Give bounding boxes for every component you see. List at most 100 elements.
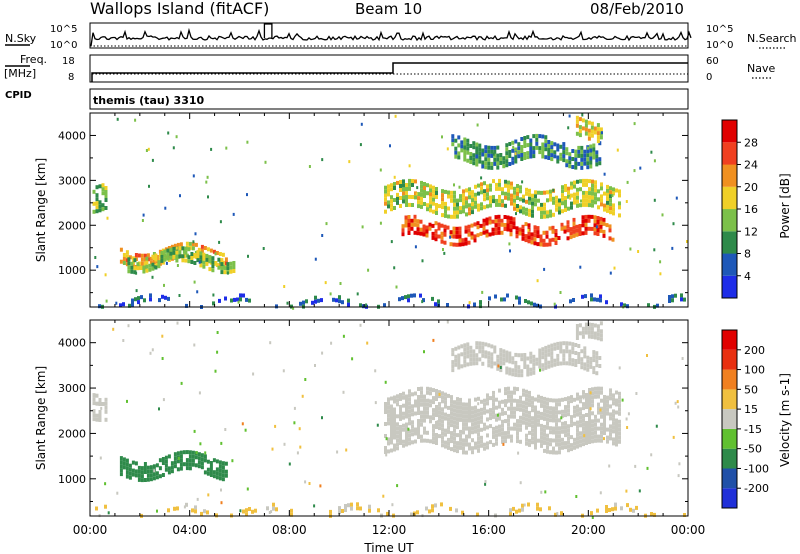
echo-cell <box>98 208 102 213</box>
echo-cell <box>197 460 201 465</box>
echo-cell <box>585 198 588 203</box>
echo-scatter <box>416 186 419 190</box>
echo-cell <box>499 368 503 373</box>
echo-scatter <box>207 195 209 199</box>
echo-cell <box>405 410 408 415</box>
echo-cell <box>573 196 576 201</box>
echo-cell <box>437 234 441 239</box>
echo-cell <box>674 293 677 298</box>
echo-cell <box>441 411 444 416</box>
echo-cell <box>456 206 459 211</box>
echo-cell <box>468 195 471 200</box>
echo-cell <box>553 150 557 155</box>
echo-cell <box>125 262 129 267</box>
echo-cell <box>444 404 447 409</box>
echo-cell <box>543 190 546 195</box>
echo-cell <box>119 472 123 477</box>
echo-cell <box>455 234 459 239</box>
echo-cell <box>466 362 470 367</box>
echo-cell <box>396 442 399 447</box>
echo-cell <box>509 228 513 233</box>
echo-cell <box>510 406 513 411</box>
echo-cell <box>435 195 438 199</box>
echo-cell <box>550 351 554 356</box>
echo-cell <box>500 297 503 302</box>
echo-cell <box>572 221 576 226</box>
echo-cell <box>586 363 590 368</box>
echo-cell <box>158 458 162 463</box>
echo-cell <box>558 434 561 439</box>
echo-cell <box>572 298 575 302</box>
echo-cell <box>101 187 105 192</box>
echo-cell <box>552 426 555 431</box>
echo-cell <box>191 508 194 513</box>
echo-cell <box>606 208 609 213</box>
echo-cell <box>390 424 393 429</box>
echo-cell <box>193 253 197 257</box>
echo-cell <box>534 421 537 426</box>
echo-cell <box>537 438 540 443</box>
nsearch-tick-top: 10^5 <box>706 24 733 35</box>
echo-cell <box>609 388 612 393</box>
echo-cell <box>516 184 519 188</box>
echo-cell <box>441 205 444 210</box>
echo-cell <box>546 441 549 446</box>
echo-scatter <box>627 412 630 416</box>
echo-cell <box>534 198 537 203</box>
echo-cell <box>455 508 458 513</box>
echo-cell <box>565 341 569 346</box>
echo-cell <box>573 184 576 189</box>
echo-cell <box>414 427 417 432</box>
echo-cell <box>92 189 96 194</box>
echo-cell <box>469 160 473 164</box>
echo-cell <box>429 188 432 193</box>
echo-cell <box>477 440 480 445</box>
echo-cell <box>468 446 471 451</box>
echo-cell <box>471 426 474 431</box>
echo-cell <box>603 431 606 435</box>
echo-cell <box>561 397 564 402</box>
echo-cell <box>566 236 570 241</box>
echo-cell <box>393 443 396 448</box>
echo-cell <box>547 364 551 369</box>
echo-cell <box>203 246 207 250</box>
echo-cell <box>562 158 566 163</box>
colorbar-tick-label: 20 <box>744 181 758 194</box>
echo-cell <box>429 200 432 205</box>
echo-cell <box>510 193 513 198</box>
echo-cell <box>254 508 257 513</box>
echo-cell <box>600 398 603 403</box>
echo-scatter <box>161 334 164 338</box>
echo-cell <box>431 231 435 236</box>
echo-cell <box>441 213 444 218</box>
echo-cell <box>468 414 471 419</box>
echo-cell <box>429 184 432 189</box>
echo-cell <box>579 435 582 440</box>
echo-cell <box>314 295 317 300</box>
echo-cell <box>444 400 447 405</box>
echo-scatter <box>443 251 446 255</box>
echo-scatter <box>219 220 222 224</box>
nsky-tick-bottom: 10^0 <box>50 40 77 51</box>
echo-cell <box>101 203 105 208</box>
echo-cell <box>167 508 170 513</box>
echo-cell <box>420 418 423 423</box>
echo-cell <box>459 445 462 450</box>
echo-cell <box>463 157 467 162</box>
echo-cell <box>203 470 207 475</box>
echo-cell <box>161 473 165 477</box>
echo-cell <box>245 297 248 302</box>
echo-cell <box>485 217 489 222</box>
echo-cell <box>402 439 405 444</box>
echo-cell <box>561 409 564 414</box>
echo-cell <box>475 142 479 147</box>
echo-cell <box>462 402 465 407</box>
echo-cell <box>618 395 621 400</box>
echo-cell <box>197 456 201 461</box>
freq-tick-bottom: 8 <box>68 72 74 83</box>
echo-cell <box>416 223 420 228</box>
echo-cell <box>447 441 450 446</box>
echo-cell <box>580 153 584 158</box>
echo-cell <box>507 422 510 427</box>
echo-cell <box>151 254 155 259</box>
